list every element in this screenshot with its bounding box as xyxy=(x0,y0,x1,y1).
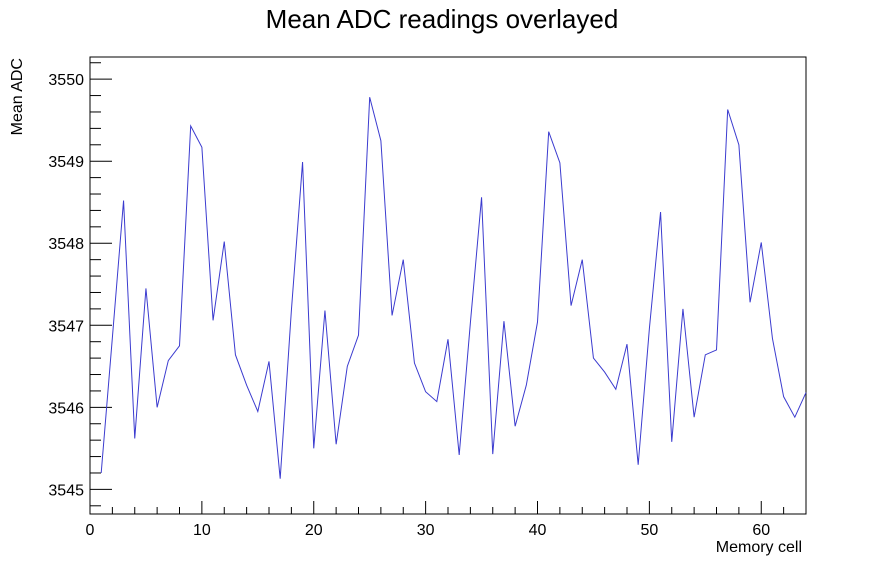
y-tick-label: 3547 xyxy=(48,318,84,335)
y-tick-label: 3545 xyxy=(48,482,84,499)
x-axis-title: Memory cell xyxy=(716,539,802,556)
x-tick-label: 40 xyxy=(529,522,547,539)
y-tick-label: 3549 xyxy=(48,154,84,171)
x-tick-label: 50 xyxy=(640,522,658,539)
x-tick-label: 30 xyxy=(417,522,435,539)
x-tick-label: 60 xyxy=(752,522,770,539)
y-tick-label: 3548 xyxy=(48,236,84,253)
y-tick-label: 3550 xyxy=(48,72,84,89)
x-tick-label: 0 xyxy=(86,522,95,539)
x-axis: 0 10 20 30 40 50 60 xyxy=(86,501,807,539)
y-axis-title: Mean ADC xyxy=(9,58,26,135)
x-tick-label: 20 xyxy=(305,522,323,539)
y-tick-label: 3546 xyxy=(48,400,84,417)
x-tick-label: 10 xyxy=(193,522,211,539)
series-line xyxy=(100,97,807,479)
y-axis: 3545 3546 3547 3548 3549 3550 xyxy=(48,62,112,507)
chart-title: Mean ADC readings overlayed xyxy=(266,4,619,34)
